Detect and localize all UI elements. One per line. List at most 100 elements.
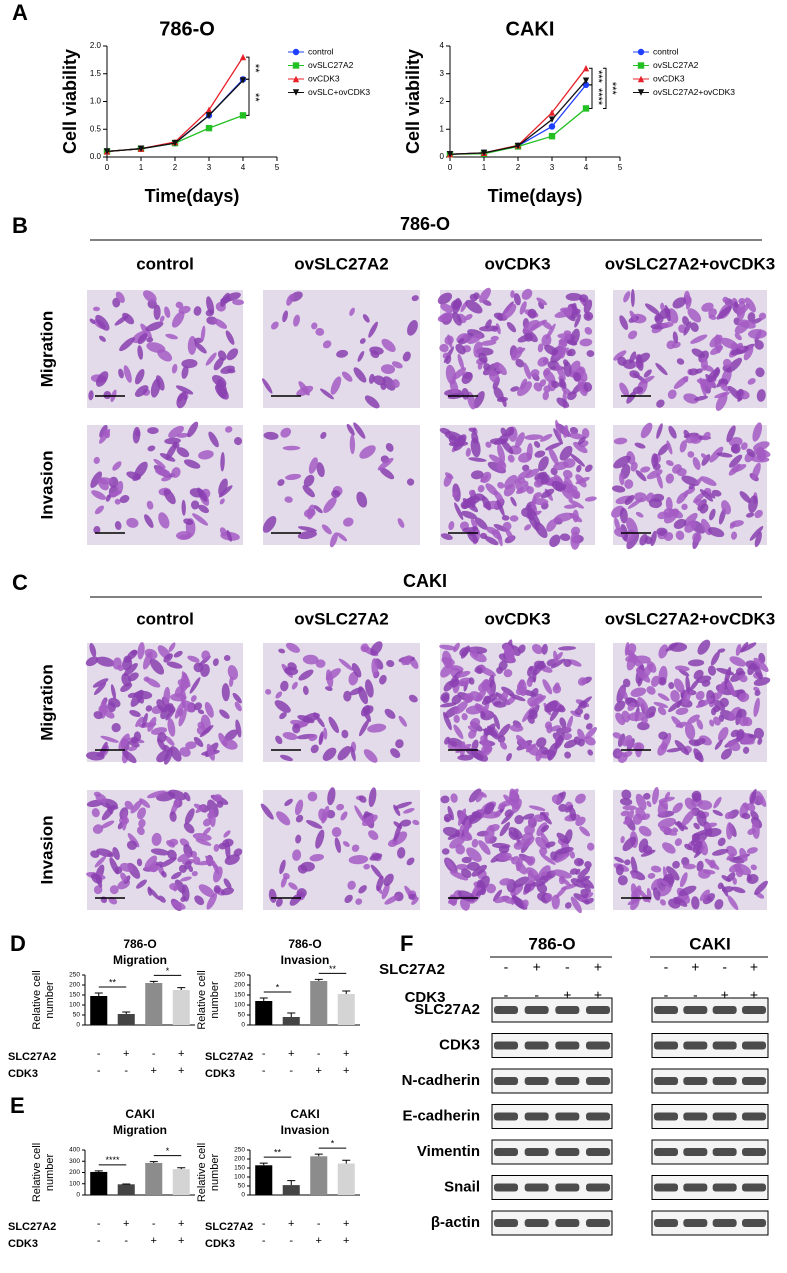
cell [652,463,661,471]
cell [205,309,214,317]
cell [105,802,113,815]
cell [743,345,754,361]
cell [455,343,466,355]
cell [367,723,387,733]
cell [500,427,508,437]
cell [406,478,415,486]
error-bar [149,980,158,983]
cell [516,734,530,750]
cell [499,821,510,837]
factor-label: SLC27A2 [205,1051,253,1063]
cell [691,348,705,358]
cell [126,471,141,480]
cell [136,694,144,704]
cell [568,499,585,509]
cell [117,664,124,672]
cell [690,322,699,332]
cell [736,729,745,741]
cell [619,798,633,806]
cell [697,800,713,811]
error-bar [122,1011,131,1014]
cell [443,711,452,731]
cell [447,737,464,748]
cell [507,454,515,463]
cell [330,376,342,395]
x-tick-label: 1 [139,163,144,172]
cell [512,876,529,888]
cell [707,527,725,538]
cell [398,715,407,727]
cell [583,713,590,720]
cell [480,711,486,718]
cell [126,517,139,528]
cell [668,681,675,690]
cell [565,804,574,813]
blot-band [555,1219,580,1227]
cell [638,825,652,837]
cell [347,880,356,890]
cell [570,878,586,888]
x-tick-label: 1 [482,163,487,172]
cell [497,852,512,861]
cell [92,306,101,312]
cell [176,392,188,409]
cell [498,660,508,671]
cell [165,333,178,340]
cell [137,807,147,820]
cell [158,895,166,903]
cell [168,642,176,652]
cell [733,301,739,308]
cell [653,887,661,901]
cell [198,884,215,898]
cell [716,305,732,320]
cell [627,497,644,509]
cell [513,841,525,850]
cell [675,530,685,541]
cell [692,457,701,470]
cell [521,507,530,518]
cell [533,382,543,392]
cell [697,498,707,511]
cell [657,706,667,716]
column-label: ovSLC27A2+ovCDK3 [605,254,776,273]
cell [476,666,483,674]
cell [368,373,375,384]
cell [202,827,211,836]
cell [316,462,325,478]
cell [737,303,750,316]
cell [470,437,481,458]
cell [572,509,579,523]
cell [193,306,202,316]
cell [319,388,334,400]
error-bar [177,1167,186,1170]
cell [157,732,167,743]
cell [341,371,353,382]
cell [655,362,668,376]
cell [738,298,746,304]
cell [522,813,535,820]
cell [719,383,730,392]
cell [753,448,771,458]
micrograph [87,290,244,409]
y-axis-label: number [44,981,56,1019]
cell [695,477,702,486]
cell [318,808,327,822]
cell [445,355,452,365]
cell [137,642,145,660]
cell [696,675,712,684]
cell [142,290,157,303]
cell [652,786,660,805]
legend-marker [637,89,645,96]
cell [223,878,232,890]
cell [506,321,517,333]
y-tick-label: 250 [234,1147,245,1154]
cell [575,868,581,875]
cell [363,749,378,763]
cell [505,696,516,706]
blot-band [654,1183,678,1192]
bar [282,1017,300,1025]
cell [270,321,279,330]
cell [168,425,184,439]
column-label: control [136,254,194,273]
cell [103,391,112,400]
